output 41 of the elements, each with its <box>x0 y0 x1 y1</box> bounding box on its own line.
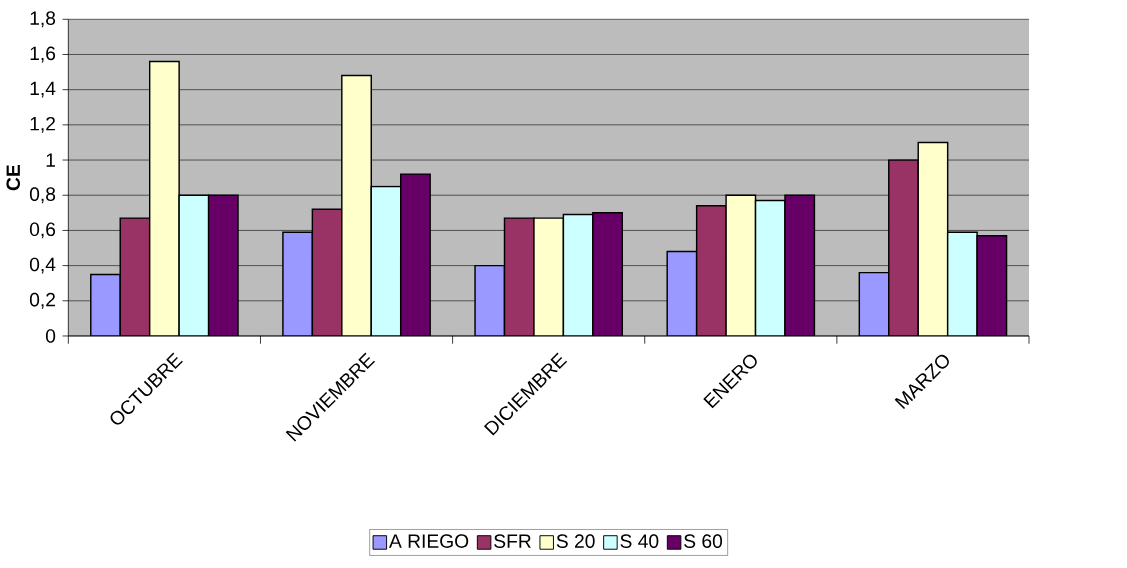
bar <box>592 212 624 337</box>
bar <box>976 235 1008 337</box>
bar <box>666 250 698 337</box>
y-tick-label: 1,2 <box>30 117 55 133</box>
bar <box>725 194 757 337</box>
legend-label: S 40 <box>620 534 659 549</box>
y-axis-title: CE <box>6 165 21 191</box>
y-tick-label: 1 <box>46 153 55 167</box>
y-tick-label: 0,6 <box>29 222 56 239</box>
y-tick-label: 1,6 <box>30 46 56 63</box>
bar <box>754 199 786 337</box>
bar <box>119 217 151 337</box>
bar <box>503 217 535 337</box>
bar <box>370 185 402 337</box>
legend-label: S 60 <box>684 534 723 549</box>
bar <box>474 265 506 337</box>
bar <box>90 273 121 337</box>
y-tick-label: 0,2 <box>29 293 55 309</box>
bar <box>148 60 180 337</box>
bar <box>207 194 239 337</box>
y-tick-label: 1,8 <box>30 11 56 28</box>
bar <box>282 231 314 337</box>
bar <box>562 214 594 337</box>
legend-label: A RIEGO <box>389 534 469 549</box>
bar <box>917 141 949 337</box>
bar <box>341 75 372 337</box>
y-tick-label: 0,4 <box>29 257 56 274</box>
y-tick-label: 0,8 <box>29 187 56 204</box>
y-tick-label: 0 <box>45 329 56 343</box>
bar <box>178 194 210 337</box>
bar <box>399 173 431 337</box>
bar <box>784 194 816 337</box>
bar <box>888 159 919 337</box>
bar <box>695 205 727 337</box>
bar <box>858 272 890 337</box>
legend-label: SFR <box>494 534 531 549</box>
legend-label: S 20 <box>556 534 595 549</box>
bar <box>311 208 343 337</box>
y-tick-label: 1,4 <box>30 81 56 98</box>
bar <box>533 217 565 337</box>
bar <box>946 231 978 337</box>
